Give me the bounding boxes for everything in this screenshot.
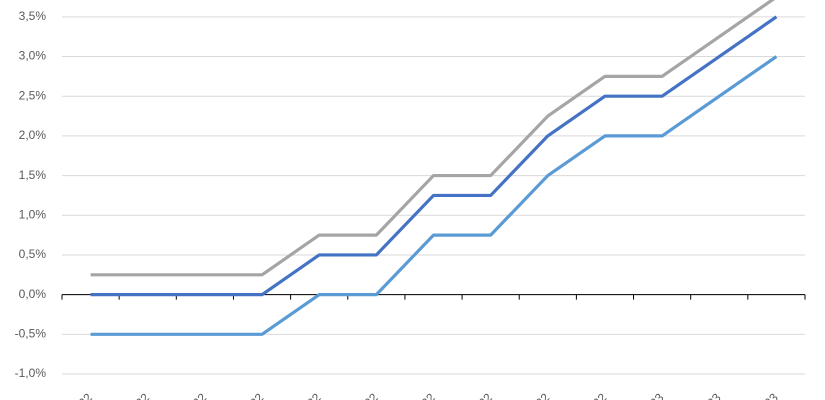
y-tick-label: 3,0% bbox=[19, 49, 47, 63]
x-tick-label: 22 bbox=[533, 390, 553, 400]
x-tick-label: 23 bbox=[761, 390, 781, 400]
y-tick-label: 0,0% bbox=[19, 287, 47, 301]
y-tick-label: 2,5% bbox=[19, 88, 47, 102]
y-tick-label: 1,0% bbox=[19, 207, 47, 221]
series-line bbox=[90, 55, 778, 336]
x-tick-label: 22 bbox=[247, 390, 267, 400]
series-line bbox=[90, 0, 775, 277]
x-tick-label: 22 bbox=[361, 390, 381, 400]
x-tick-label: 22 bbox=[419, 390, 439, 400]
series-line bbox=[90, 15, 778, 297]
x-tick-label: 22 bbox=[133, 390, 153, 400]
x-tick-label: 23 bbox=[704, 390, 724, 400]
x-tick-label: 22 bbox=[590, 390, 610, 400]
x-tick-label: 23 bbox=[647, 390, 667, 400]
y-tick-label: 3,5% bbox=[19, 9, 47, 23]
y-tick-label: 2,0% bbox=[19, 128, 47, 142]
y-tick-label: -0,5% bbox=[15, 326, 47, 340]
x-tick-label: 22 bbox=[476, 390, 496, 400]
x-tick-label: 22 bbox=[190, 390, 210, 400]
x-tick-label: 22 bbox=[76, 390, 96, 400]
x-tick-label: 22 bbox=[304, 390, 324, 400]
y-tick-label: 1,5% bbox=[19, 168, 47, 182]
y-tick-label: -1,0% bbox=[15, 366, 47, 380]
y-tick-label: 0,5% bbox=[19, 247, 47, 261]
